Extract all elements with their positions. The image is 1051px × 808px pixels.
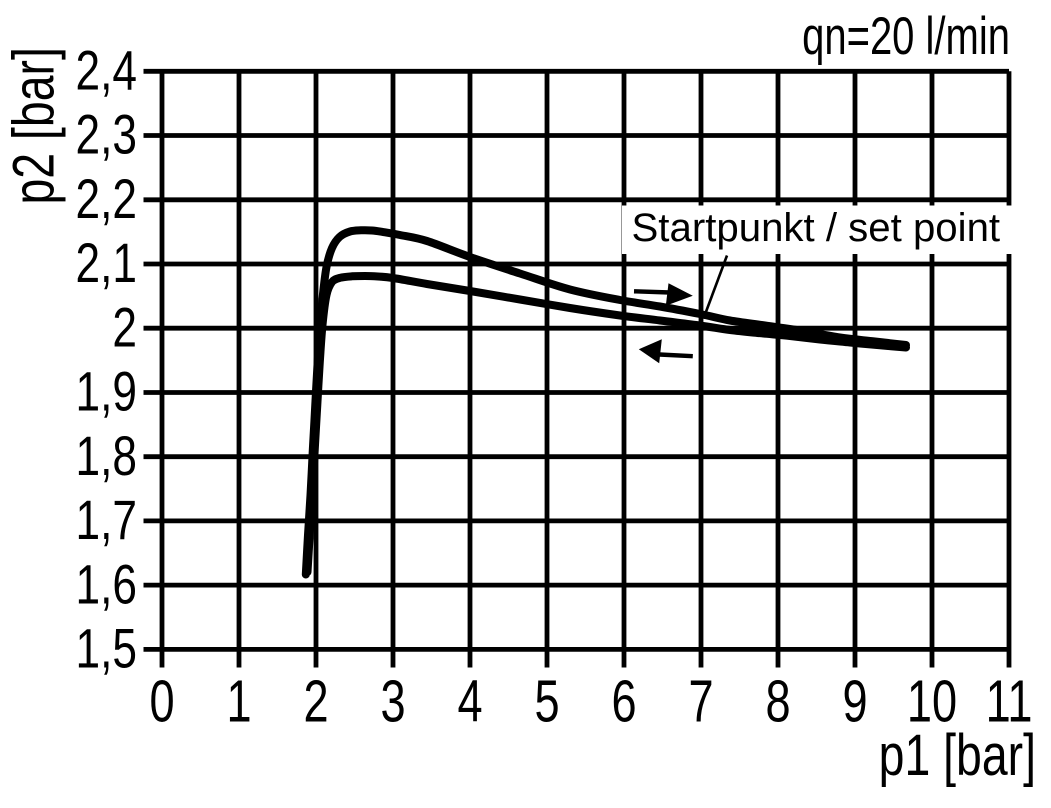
svg-text:5: 5	[534, 669, 559, 735]
svg-text:Startpunkt / set point: Startpunkt / set point	[632, 205, 1001, 250]
svg-text:11: 11	[986, 669, 1033, 735]
svg-text:1,8: 1,8	[76, 424, 137, 487]
svg-text:1,9: 1,9	[76, 360, 137, 423]
svg-text:1: 1	[226, 669, 251, 735]
svg-text:p2 [bar]: p2 [bar]	[2, 47, 67, 204]
svg-text:4: 4	[457, 669, 482, 735]
svg-text:7: 7	[688, 669, 713, 735]
svg-text:1,7: 1,7	[76, 488, 137, 551]
svg-text:qn=20 l/min: qn=20 l/min	[802, 5, 1010, 65]
svg-text:2,3: 2,3	[76, 103, 137, 166]
svg-text:2,1: 2,1	[76, 231, 137, 294]
svg-text:1,6: 1,6	[76, 552, 137, 615]
svg-text:2: 2	[303, 669, 328, 735]
svg-text:6: 6	[611, 669, 636, 735]
svg-text:2,2: 2,2	[76, 167, 137, 230]
svg-text:8: 8	[765, 669, 790, 735]
svg-text:3: 3	[380, 669, 405, 735]
svg-text:9: 9	[842, 669, 867, 735]
svg-text:2: 2	[112, 295, 137, 358]
svg-text:10: 10	[907, 669, 957, 735]
svg-text:1,5: 1,5	[76, 617, 137, 680]
svg-text:p1 [bar]: p1 [bar]	[879, 723, 1036, 788]
svg-text:2,4: 2,4	[76, 38, 137, 101]
svg-text:0: 0	[149, 669, 174, 735]
